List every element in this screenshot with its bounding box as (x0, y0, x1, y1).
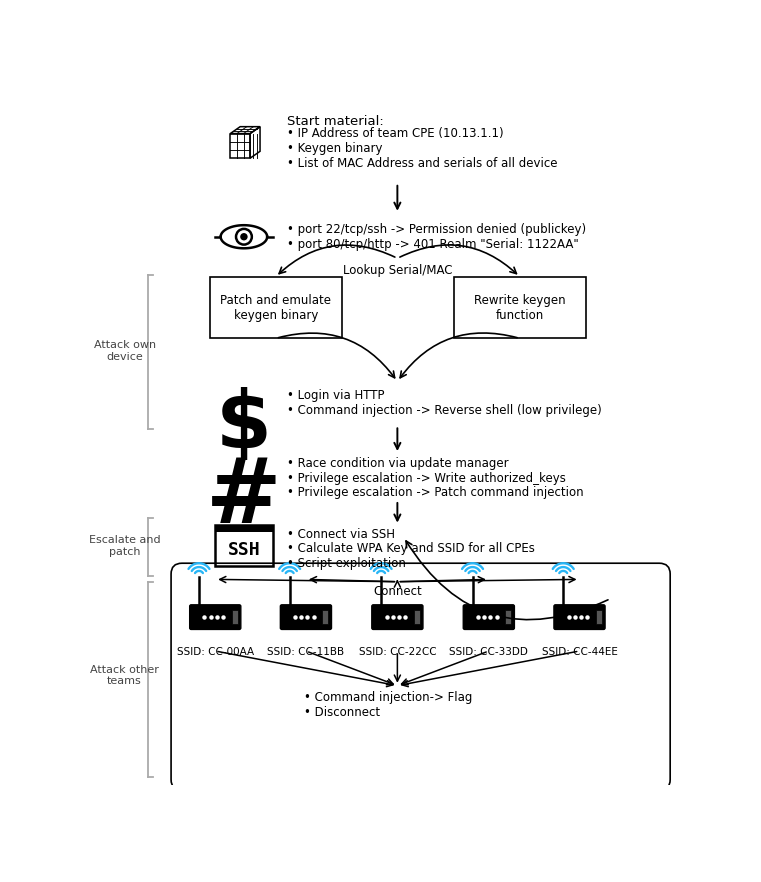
Circle shape (240, 233, 247, 241)
Text: • port 22/tcp/ssh -> Permission denied (publickey): • port 22/tcp/ssh -> Permission denied (… (288, 223, 587, 235)
FancyBboxPatch shape (322, 610, 329, 624)
FancyBboxPatch shape (554, 605, 605, 630)
Text: • Calculate WPA Key and SSID for all CPEs: • Calculate WPA Key and SSID for all CPE… (288, 542, 535, 556)
Text: • Login via HTTP: • Login via HTTP (288, 389, 385, 402)
Text: • Privilege escalation -> Patch command injection: • Privilege escalation -> Patch command … (288, 486, 584, 499)
FancyBboxPatch shape (505, 610, 511, 624)
Text: SSH: SSH (228, 541, 260, 558)
FancyBboxPatch shape (210, 277, 342, 339)
Text: Patch and emulate
keygen binary: Patch and emulate keygen binary (220, 294, 331, 322)
Text: Connect: Connect (373, 585, 422, 598)
Text: • port 80/tcp/http -> 401 Realm "Serial: 1122AA": • port 80/tcp/http -> 401 Realm "Serial:… (288, 238, 579, 251)
Text: SSID: CC-33DD: SSID: CC-33DD (450, 647, 528, 657)
Text: $: $ (216, 387, 272, 465)
Text: • Script exploitation: • Script exploitation (288, 557, 406, 570)
FancyBboxPatch shape (231, 610, 237, 624)
Text: • Keygen binary: • Keygen binary (288, 142, 383, 155)
FancyBboxPatch shape (454, 277, 586, 339)
Text: SSID: CC-00AA: SSID: CC-00AA (177, 647, 254, 657)
Text: • Disconnect: • Disconnect (304, 706, 380, 719)
Text: Escalate and
patch: Escalate and patch (89, 535, 161, 557)
Text: SSID: CC-44EE: SSID: CC-44EE (542, 647, 617, 657)
Text: • Privilege escalation -> Write authorized_keys: • Privilege escalation -> Write authoriz… (288, 472, 566, 484)
Text: • Race condition via update manager: • Race condition via update manager (288, 457, 509, 470)
Text: Attack other
teams: Attack other teams (90, 665, 159, 686)
Text: Lookup Serial/MAC: Lookup Serial/MAC (342, 264, 452, 277)
Text: • Connect via SSH: • Connect via SSH (288, 527, 395, 541)
Text: Rewrite keygen
function: Rewrite keygen function (474, 294, 565, 322)
FancyBboxPatch shape (215, 526, 272, 565)
FancyBboxPatch shape (189, 605, 240, 630)
FancyBboxPatch shape (596, 610, 602, 624)
Text: • List of MAC Address and serials of all device: • List of MAC Address and serials of all… (288, 157, 558, 169)
Text: • IP Address of team CPE (10.13.1.1): • IP Address of team CPE (10.13.1.1) (288, 127, 504, 140)
Text: SSID: CC-11BB: SSID: CC-11BB (267, 647, 345, 657)
FancyBboxPatch shape (280, 605, 332, 630)
Text: Attack own
device: Attack own device (94, 340, 156, 362)
FancyBboxPatch shape (463, 605, 514, 630)
Text: • Command injection -> Reverse shell (low privilege): • Command injection -> Reverse shell (lo… (288, 404, 602, 417)
FancyBboxPatch shape (215, 526, 272, 532)
Text: • Command injection-> Flag: • Command injection-> Flag (304, 691, 473, 704)
Text: SSID: CC-22CC: SSID: CC-22CC (358, 647, 436, 657)
Text: #: # (206, 454, 282, 542)
FancyBboxPatch shape (414, 610, 420, 624)
FancyBboxPatch shape (372, 605, 423, 630)
Text: Start material:: Start material: (288, 115, 384, 128)
